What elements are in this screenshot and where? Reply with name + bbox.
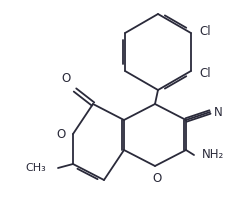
Text: O: O	[62, 72, 71, 85]
Text: Cl: Cl	[199, 24, 210, 37]
Text: N: N	[214, 106, 223, 119]
Text: O: O	[152, 172, 162, 185]
Text: Cl: Cl	[199, 67, 210, 79]
Text: NH₂: NH₂	[202, 149, 224, 162]
Text: CH₃: CH₃	[25, 163, 46, 173]
Text: O: O	[57, 128, 66, 141]
